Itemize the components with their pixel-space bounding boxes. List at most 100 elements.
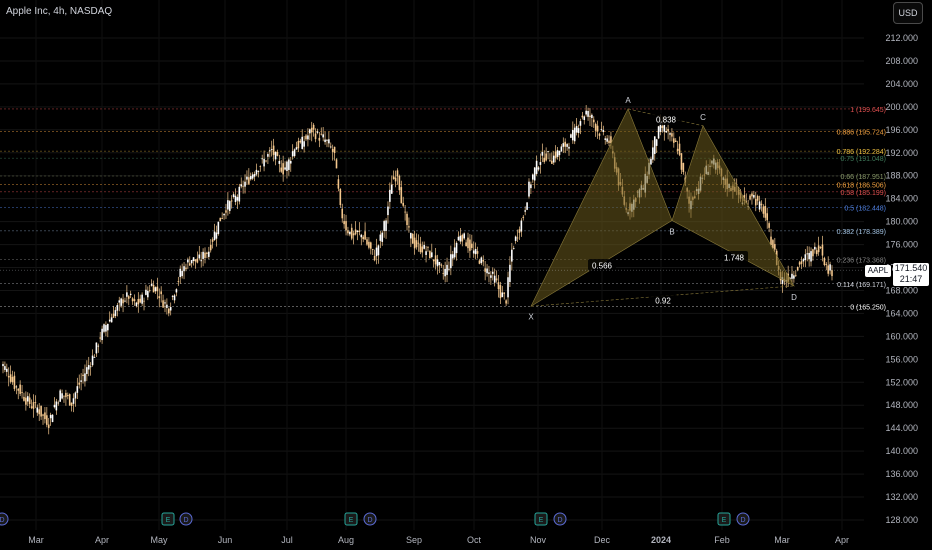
candle-body — [116, 305, 119, 311]
candle-body — [415, 240, 418, 248]
candle-body — [269, 150, 271, 152]
event-label: E — [166, 517, 171, 524]
candle-body — [251, 174, 254, 179]
candle-body — [471, 243, 473, 248]
currency-button[interactable]: USD — [893, 2, 923, 24]
candle-body — [310, 127, 313, 133]
candle-body — [499, 285, 502, 299]
candle-body — [556, 150, 559, 157]
candle-body — [545, 153, 547, 161]
candle-body — [89, 366, 92, 368]
y-tick-label: 140.000 — [885, 446, 918, 456]
ratio-label: 0.566 — [592, 262, 613, 271]
x-tick-label: Aug — [338, 535, 354, 545]
candle-body — [316, 131, 319, 133]
candle-body — [436, 259, 439, 267]
candle-body — [585, 110, 587, 115]
candle-body — [274, 152, 277, 160]
candle-body — [129, 293, 132, 295]
candle-body — [509, 264, 511, 282]
candle-body — [774, 244, 776, 250]
x-tick-label: Oct — [467, 535, 482, 545]
candle-body — [535, 160, 538, 174]
candle-body — [248, 177, 250, 184]
candle-body — [480, 257, 483, 264]
candle-body — [400, 187, 403, 204]
candle-body — [817, 245, 820, 253]
candle-body — [86, 367, 88, 374]
x-tick-label: Jul — [281, 535, 293, 545]
candle-body — [484, 268, 486, 272]
candle-body — [47, 424, 50, 428]
y-tick-label: 204.000 — [885, 79, 918, 89]
candle-body — [46, 415, 48, 425]
event-label: D — [740, 517, 745, 524]
candle-body — [284, 167, 286, 170]
candle-body — [211, 239, 214, 242]
candle-body — [402, 202, 405, 206]
candle-body — [297, 140, 300, 149]
candle-body — [472, 250, 475, 254]
candle-body — [798, 262, 801, 265]
candle-body — [434, 255, 437, 265]
candle-body — [516, 237, 519, 239]
candle-body — [15, 386, 18, 388]
candle-body — [305, 135, 307, 140]
candle-body — [600, 128, 603, 130]
y-tick-label: 136.000 — [885, 469, 918, 479]
candle-body — [549, 160, 551, 162]
candle-body — [650, 158, 652, 165]
candle-body — [766, 213, 769, 221]
candle-body — [350, 227, 353, 239]
candle-body — [352, 233, 355, 236]
candle-body — [253, 174, 256, 177]
candle-body — [671, 133, 673, 137]
candle-body — [457, 236, 460, 241]
candle-body — [65, 392, 67, 398]
event-label: D — [183, 517, 188, 524]
candle-body — [667, 128, 669, 132]
candle-body — [331, 149, 334, 152]
candle-body — [206, 252, 208, 255]
candle-body — [800, 261, 803, 264]
y-tick-label: 184.000 — [885, 194, 918, 204]
candle-body — [360, 234, 363, 238]
candle-body — [793, 275, 795, 279]
candle-body — [215, 232, 218, 239]
x-tick-label: May — [150, 535, 168, 545]
candle-body — [329, 146, 332, 148]
ratio-label: 1.748 — [724, 254, 745, 263]
candle-body — [173, 295, 176, 301]
candle-body — [192, 257, 195, 261]
candle-body — [152, 284, 155, 293]
candle-body — [278, 160, 281, 164]
candle-body — [408, 226, 410, 228]
candle-body — [829, 264, 831, 271]
candle-body — [358, 230, 361, 232]
candle-body — [575, 126, 578, 133]
y-tick-label: 192.000 — [885, 148, 918, 158]
y-tick-label: 176.000 — [885, 240, 918, 250]
y-tick-label: 180.000 — [885, 217, 918, 227]
candle-body — [158, 296, 161, 299]
candle-body — [112, 313, 115, 318]
y-tick-label: 212.000 — [885, 33, 918, 43]
fib-label: 0.58 (185.199) — [840, 190, 886, 197]
candle-body — [68, 394, 71, 406]
candle-body — [663, 125, 666, 132]
candle-body — [70, 402, 73, 406]
candle-body — [831, 270, 833, 277]
candle-body — [190, 260, 193, 264]
candle-body — [583, 116, 586, 120]
candle-body — [659, 121, 662, 132]
candle-body — [183, 266, 185, 272]
candle-body — [383, 221, 385, 231]
candle-body — [794, 274, 797, 276]
candle-body — [295, 147, 298, 150]
candle-body — [450, 254, 452, 269]
candle-body — [44, 412, 46, 420]
candle-body — [491, 271, 494, 274]
candle-body — [230, 200, 233, 202]
candle-body — [99, 337, 101, 339]
